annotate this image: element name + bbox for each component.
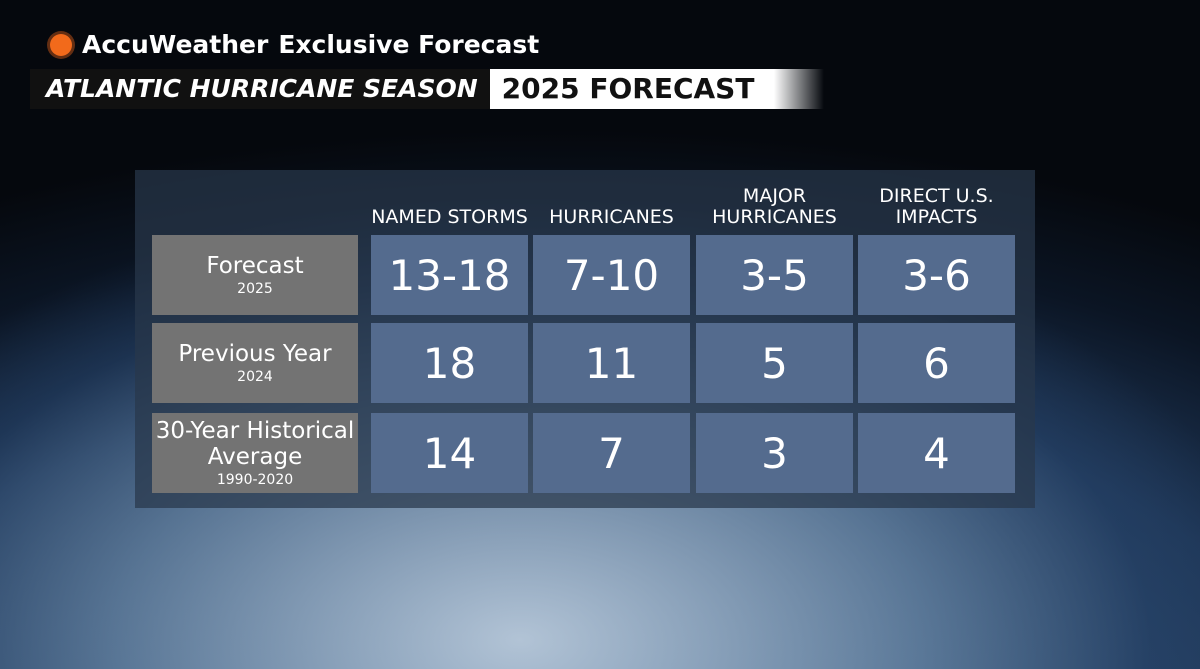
column-header: DIRECT U.S. IMPACTS <box>879 185 994 228</box>
value-cell: 13-18 <box>371 235 528 315</box>
column-header: NAMED STORMS <box>371 206 528 228</box>
row-subtitle: 1990-2020 <box>216 472 294 488</box>
row-label: 30-Year Historical Average 1990-2020 <box>152 413 358 493</box>
row-label: Forecast 2025 <box>152 235 358 315</box>
value-cell: 4 <box>858 413 1015 493</box>
column-header: MAJOR HURRICANES <box>712 185 837 228</box>
value-cell: 3-6 <box>858 235 1015 315</box>
row-subtitle: 2025 <box>237 281 273 297</box>
row-subtitle: 2024 <box>237 369 273 385</box>
brand: AccuWeather Exclusive Forecast <box>50 30 539 59</box>
value-cell: 18 <box>371 323 528 403</box>
row-title: 30-Year Historical Average <box>155 418 355 470</box>
value-cell: 3 <box>696 413 853 493</box>
logo-icon <box>50 33 72 56</box>
title-bar: ATLANTIC HURRICANE SEASON 2025 FORECAST <box>30 69 825 109</box>
value-cell: 6 <box>858 323 1015 403</box>
value-cell: 5 <box>696 323 853 403</box>
value-cell: 7 <box>533 413 690 493</box>
value-cell: 14 <box>371 413 528 493</box>
subtitle: Exclusive Forecast <box>278 30 540 59</box>
title-right: 2025 FORECAST <box>489 69 825 109</box>
column-header: HURRICANES <box>549 206 674 228</box>
row-title: Previous Year <box>178 341 332 367</box>
row-label: Previous Year 2024 <box>152 323 358 403</box>
brand-name: AccuWeather <box>82 30 269 59</box>
title-left: ATLANTIC HURRICANE SEASON <box>30 69 490 109</box>
value-cell: 11 <box>533 323 690 403</box>
row-title: Forecast <box>206 253 304 279</box>
value-cell: 7-10 <box>533 235 690 315</box>
value-cell: 3-5 <box>696 235 853 315</box>
